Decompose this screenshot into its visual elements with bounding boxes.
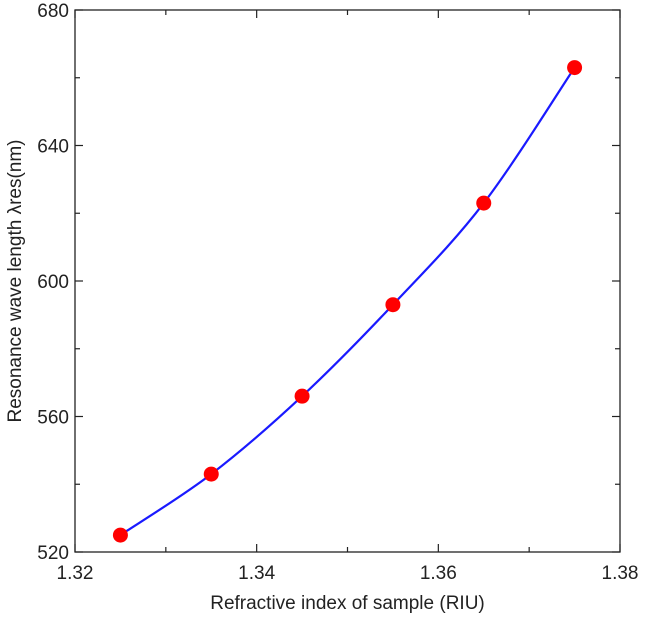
y-tick-label: 520 <box>37 543 69 564</box>
x-axis-title: Refractive index of sample (RIU) <box>210 593 485 614</box>
tick-labels-layer: 1.32 1.34 1.36 1.38 520 560 600 640 680 <box>37 1 638 584</box>
x-tick-label: 1.34 <box>238 563 275 584</box>
plot-frame <box>74 9 621 553</box>
data-point-marker <box>385 297 401 313</box>
y-tick-label: 680 <box>37 1 69 22</box>
series-line <box>119 66 576 536</box>
x-tick-label: 1.32 <box>57 563 94 584</box>
x-tick-label: 1.36 <box>420 563 457 584</box>
y-axis-title: Resonance wave length λres(nm) <box>5 139 26 422</box>
ticks-layer <box>74 9 621 553</box>
data-point-marker <box>294 388 310 404</box>
data-point-marker <box>476 195 492 211</box>
data-point-marker <box>567 60 583 76</box>
data-point-marker <box>203 466 219 482</box>
data-point-marker <box>112 527 128 543</box>
y-tick-label: 560 <box>37 408 69 429</box>
y-tick-label: 600 <box>37 272 69 293</box>
y-tick-label: 640 <box>37 137 69 158</box>
x-tick-label: 1.38 <box>602 563 639 584</box>
markers-layer <box>112 60 583 543</box>
